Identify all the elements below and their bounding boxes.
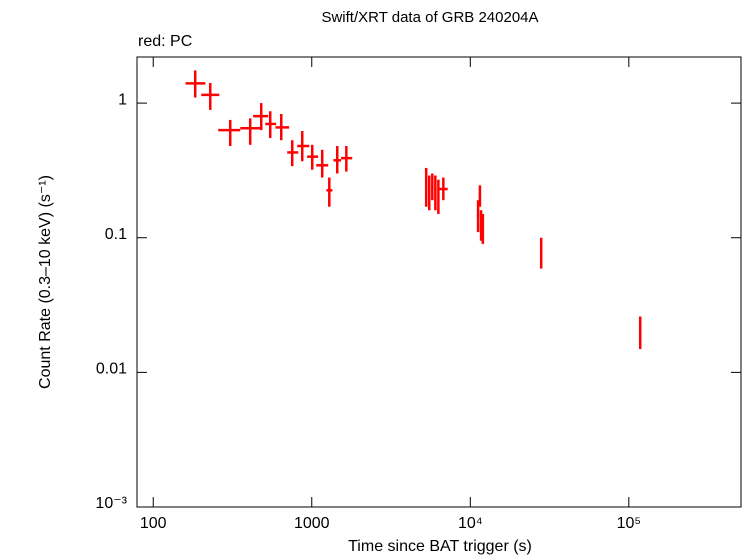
y-tick-label: 1 — [118, 91, 127, 108]
chart-title: Swift/XRT data of GRB 240204A — [321, 9, 538, 26]
annotation: red: PC — [138, 33, 192, 50]
y-tick-label: 0.01 — [96, 361, 127, 378]
y-axis-label: Count Rate (0.3–10 keV) (s⁻¹) — [37, 175, 54, 389]
x-tick-label: 10⁴ — [458, 515, 483, 532]
y-tick-label: 10⁻³ — [95, 495, 127, 512]
x-axis-label: Time since BAT trigger (s) — [348, 538, 532, 555]
x-tick-label: 1000 — [294, 515, 330, 532]
plot-frame — [136, 56, 742, 508]
y-tick-label: 0.1 — [105, 226, 127, 243]
x-tick-label: 10⁵ — [617, 515, 641, 532]
x-tick-label: 100 — [140, 515, 167, 532]
